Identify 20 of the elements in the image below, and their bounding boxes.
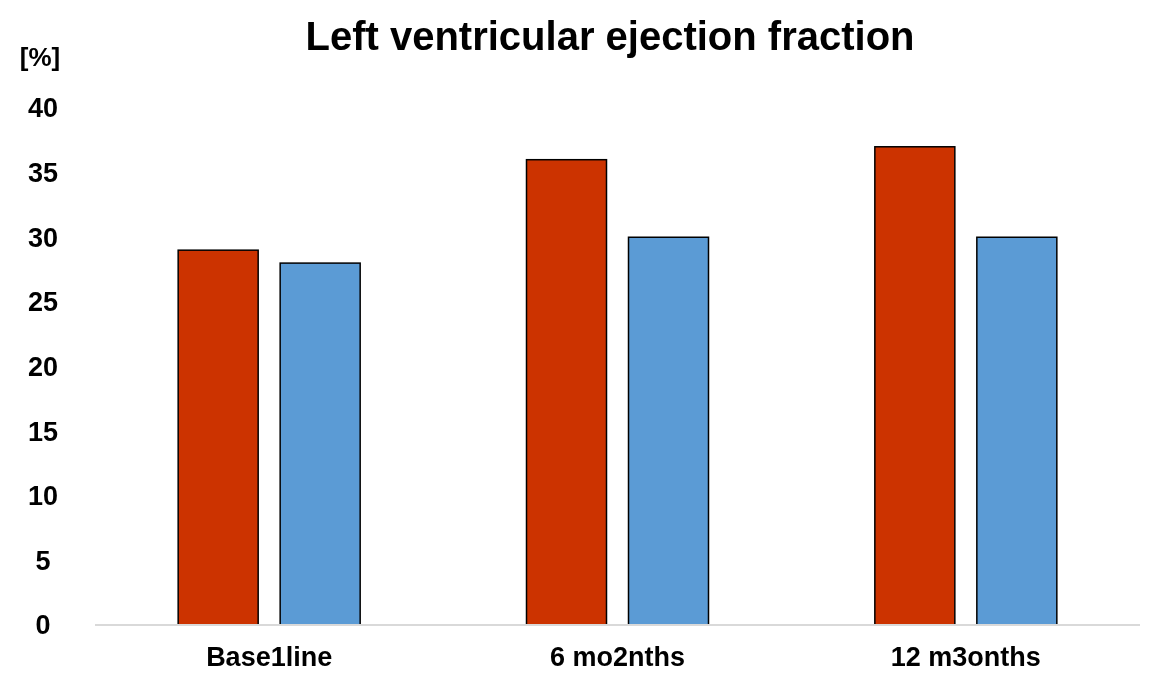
y-tick-label: 10 xyxy=(27,481,59,512)
y-tick-label: 35 xyxy=(27,158,59,189)
bar xyxy=(976,236,1058,626)
y-tick-label: 40 xyxy=(27,93,59,124)
chart-title: Left ventricular ejection fraction xyxy=(305,14,915,58)
y-tick-label: 15 xyxy=(27,416,59,447)
y-tick-label: 30 xyxy=(27,222,59,253)
y-tick-label: 25 xyxy=(27,287,59,318)
bar xyxy=(874,146,956,626)
y-tick-label: 5 xyxy=(35,545,51,576)
bar xyxy=(525,158,608,626)
x-tick-label: 6 mo2nths xyxy=(549,642,686,672)
y-tick-label: 20 xyxy=(27,351,59,382)
y-axis-title: [%] xyxy=(19,42,61,72)
bar xyxy=(279,262,361,626)
y-tick-label: 0 xyxy=(35,610,51,641)
bar xyxy=(627,236,710,626)
bar xyxy=(177,249,259,626)
x-tick-label: Base1line xyxy=(206,642,333,672)
x-tick-label: 12 m3onths xyxy=(890,642,1041,672)
